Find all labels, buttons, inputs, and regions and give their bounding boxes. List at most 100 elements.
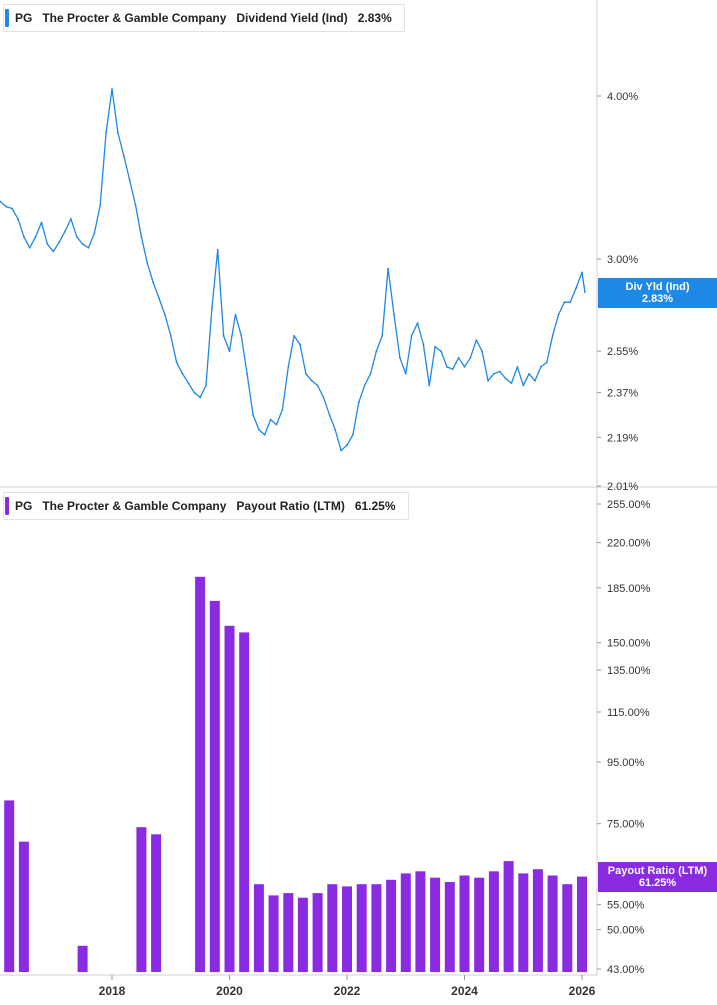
y-tick-label: 255.00% bbox=[607, 499, 651, 511]
yield-point bbox=[569, 301, 572, 304]
yield-point bbox=[399, 356, 401, 359]
yield-point bbox=[363, 384, 366, 387]
yield-point bbox=[352, 433, 354, 436]
yield-point bbox=[99, 204, 102, 206]
yield-point bbox=[422, 343, 425, 346]
yield-point bbox=[34, 235, 37, 238]
yield-point bbox=[117, 131, 119, 134]
yield-point bbox=[316, 384, 319, 387]
payout-bar bbox=[532, 869, 543, 972]
series-color-swatch bbox=[5, 497, 9, 515]
yield-point bbox=[152, 281, 155, 284]
yield-point bbox=[0, 200, 2, 203]
yield-point bbox=[17, 218, 19, 220]
y-tick-label: 50.00% bbox=[607, 925, 645, 937]
yield-point bbox=[164, 313, 166, 316]
yield-point bbox=[557, 313, 560, 316]
yield-point bbox=[310, 379, 313, 382]
yield-point bbox=[305, 372, 307, 375]
yield-point bbox=[93, 232, 96, 235]
y-tick-label: 115.00% bbox=[607, 707, 650, 719]
payout-bar bbox=[312, 893, 323, 973]
y-tick-label: 135.00% bbox=[607, 665, 651, 677]
yield-point bbox=[498, 370, 501, 373]
x-tick-label: 2022 bbox=[334, 984, 361, 998]
yield-point bbox=[105, 131, 107, 134]
yield-point bbox=[575, 287, 577, 289]
dividend-yield-legend: PG The Procter & Gamble Company Dividend… bbox=[3, 4, 405, 32]
yield-point bbox=[81, 243, 84, 246]
y-tick-label: 2.01% bbox=[607, 481, 638, 493]
yield-point bbox=[463, 366, 466, 368]
payout-bar bbox=[327, 884, 338, 973]
yield-point bbox=[222, 334, 225, 337]
yield-point bbox=[5, 205, 8, 208]
payout-bar bbox=[297, 897, 308, 973]
yield-point bbox=[381, 334, 384, 337]
yield-point bbox=[457, 356, 460, 359]
yield-point bbox=[299, 343, 301, 346]
yield-point bbox=[540, 366, 542, 368]
payout-bar bbox=[283, 893, 294, 973]
yield-point bbox=[563, 301, 566, 304]
yield-point bbox=[28, 246, 31, 249]
yield-point bbox=[158, 297, 160, 299]
y-tick-label: 220.00% bbox=[607, 538, 651, 550]
yield-point bbox=[469, 356, 472, 359]
yield-point bbox=[387, 267, 389, 270]
yield-point bbox=[134, 204, 137, 206]
tag-value: 61.25% bbox=[638, 877, 677, 889]
yield-point bbox=[357, 401, 360, 404]
y-tick-label: 55.00% bbox=[607, 900, 645, 912]
yield-point bbox=[446, 366, 448, 368]
yield-point bbox=[187, 382, 190, 384]
yield-point bbox=[375, 350, 378, 352]
legend-ticker: PG bbox=[15, 11, 33, 25]
yield-point bbox=[487, 379, 489, 382]
tag-title: Div Yld (Ind) bbox=[625, 281, 690, 293]
payout-bar bbox=[342, 886, 352, 973]
payout-ratio-value-tag: Payout Ratio (LTM) 61.25% bbox=[598, 862, 717, 892]
legend-company: The Procter & Gamble Company bbox=[42, 499, 227, 513]
yield-point bbox=[393, 313, 395, 316]
yield-point bbox=[23, 235, 25, 238]
payout-bar bbox=[386, 879, 397, 972]
payout-bar bbox=[518, 873, 529, 972]
yield-point bbox=[246, 372, 249, 375]
yield-point bbox=[275, 423, 278, 426]
y-tick-label: 43.00% bbox=[607, 964, 645, 976]
yield-point bbox=[475, 339, 478, 341]
x-tick-label: 2026 bbox=[569, 984, 596, 998]
yield-point bbox=[551, 334, 554, 337]
yield-point bbox=[404, 372, 407, 375]
yield-point bbox=[228, 350, 231, 352]
yield-point bbox=[199, 396, 202, 399]
yield-point bbox=[211, 307, 213, 310]
yield-point bbox=[263, 433, 266, 436]
yield-point bbox=[269, 418, 272, 421]
y-tick-label: 4.00% bbox=[607, 91, 638, 103]
yield-point bbox=[451, 368, 454, 371]
yield-point bbox=[410, 334, 413, 337]
yield-point bbox=[340, 449, 342, 452]
payout-ratio-plot bbox=[4, 576, 587, 973]
yield-point bbox=[504, 377, 507, 380]
yield-point bbox=[528, 372, 530, 375]
legend-last-value: 61.25% bbox=[354, 499, 396, 513]
yield-point bbox=[111, 88, 113, 90]
yield-point bbox=[140, 235, 143, 238]
y-tick-label: 3.00% bbox=[607, 254, 638, 266]
payout-bar bbox=[415, 871, 426, 972]
yield-point bbox=[545, 361, 548, 364]
yield-point bbox=[434, 345, 436, 348]
legend-series-name: Dividend Yield (Ind) bbox=[236, 11, 348, 25]
yield-point bbox=[240, 334, 243, 337]
yield-point bbox=[287, 366, 290, 368]
yield-point bbox=[122, 154, 125, 157]
payout-bar bbox=[562, 884, 573, 973]
payout-bar bbox=[577, 876, 587, 973]
yield-point bbox=[522, 384, 525, 387]
payout-bar bbox=[195, 576, 206, 973]
yield-point bbox=[75, 235, 78, 238]
